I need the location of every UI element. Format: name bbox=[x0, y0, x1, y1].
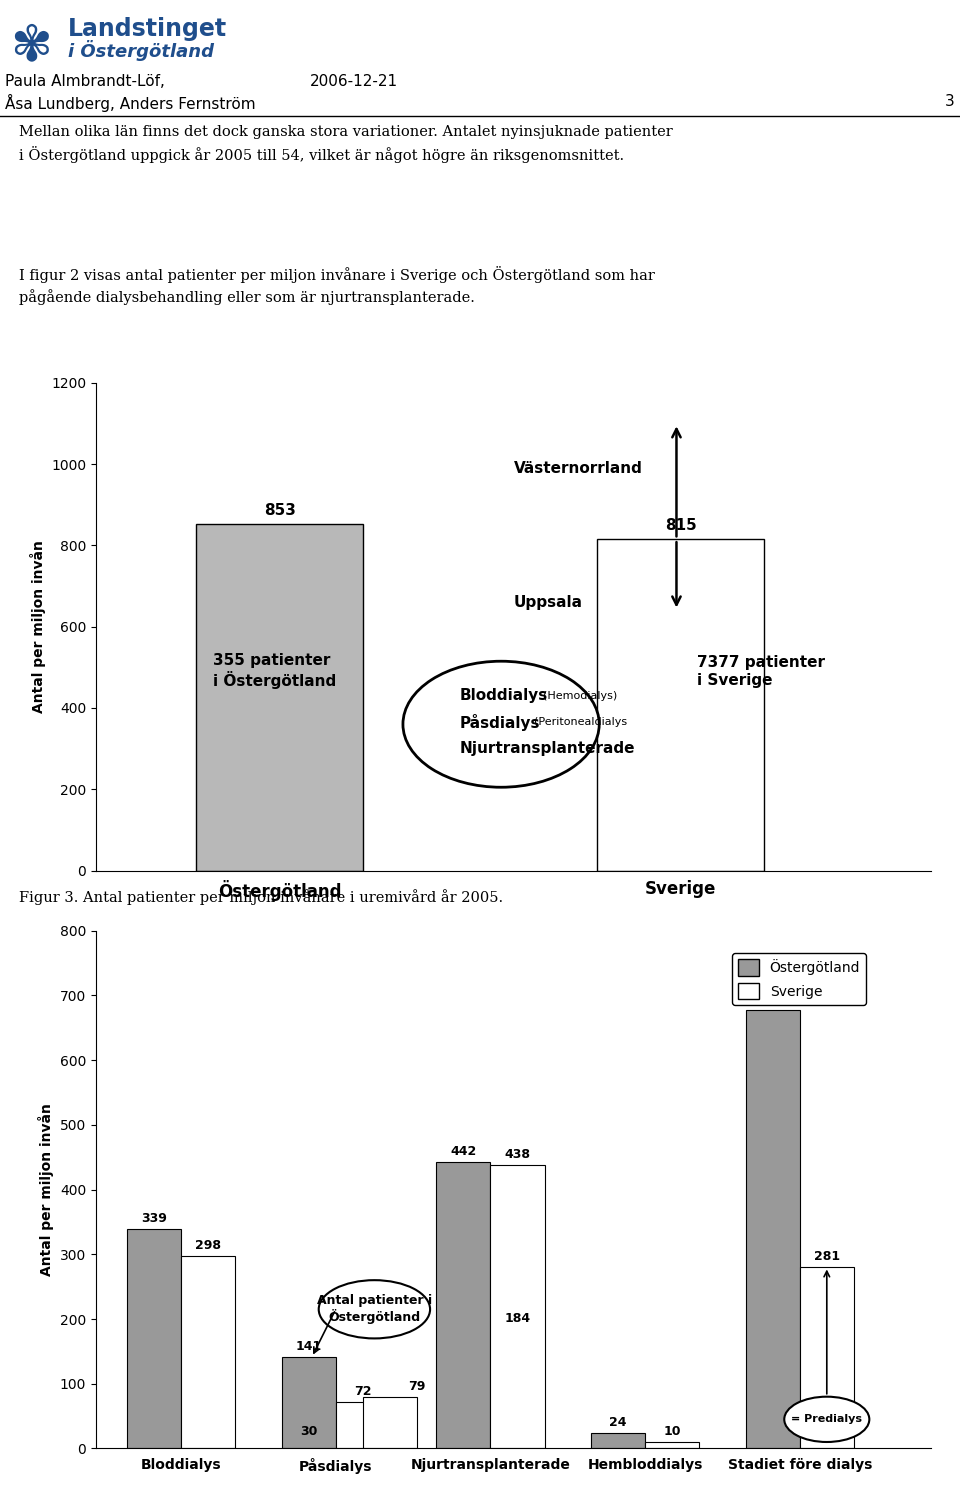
Text: Påsdialys: Påsdialys bbox=[459, 713, 540, 731]
Text: = Predialys: = Predialys bbox=[791, 1414, 862, 1424]
Bar bbox=[181, 1255, 235, 1448]
Text: 438: 438 bbox=[504, 1148, 531, 1162]
Text: Uppsala: Uppsala bbox=[514, 594, 583, 609]
Text: i Östergötland: i Östergötland bbox=[68, 41, 214, 62]
Ellipse shape bbox=[784, 1396, 870, 1442]
Text: 298: 298 bbox=[195, 1238, 221, 1252]
Bar bbox=[800, 1267, 853, 1448]
Text: 10: 10 bbox=[663, 1424, 681, 1438]
Bar bbox=[196, 524, 363, 871]
Text: Åsa Lundberg, Anders Fernström: Åsa Lundberg, Anders Fernström bbox=[5, 95, 255, 113]
Text: (Peritonealdialys: (Peritonealdialys bbox=[535, 717, 628, 726]
Text: Njurtransplanterade: Njurtransplanterade bbox=[459, 741, 635, 757]
Text: 2006-12-21: 2006-12-21 bbox=[310, 75, 398, 90]
Text: Västernorrland: Västernorrland bbox=[514, 461, 642, 476]
Text: Paula Almbrandt-Löf,: Paula Almbrandt-Löf, bbox=[5, 75, 165, 90]
Text: 30: 30 bbox=[300, 1424, 318, 1438]
Bar bbox=[127, 1229, 181, 1448]
Text: 339: 339 bbox=[141, 1213, 167, 1225]
Text: ✾: ✾ bbox=[10, 23, 52, 71]
Ellipse shape bbox=[403, 662, 599, 787]
Bar bbox=[436, 1162, 491, 1448]
Text: 184: 184 bbox=[504, 1312, 531, 1325]
Bar bbox=[363, 1397, 417, 1448]
Text: Bloddialys: Bloddialys bbox=[459, 689, 547, 704]
Bar bbox=[597, 539, 764, 871]
Y-axis label: Antal per miljon invån: Antal per miljon invån bbox=[38, 1103, 55, 1276]
Y-axis label: Antal per miljon invån: Antal per miljon invån bbox=[30, 540, 45, 713]
Bar bbox=[645, 1442, 699, 1448]
Text: 281: 281 bbox=[814, 1250, 840, 1262]
Text: Landstinget: Landstinget bbox=[68, 17, 228, 41]
Text: Antal patienter i
Östergötland: Antal patienter i Östergötland bbox=[317, 1294, 432, 1324]
Text: 3: 3 bbox=[946, 95, 955, 110]
Bar bbox=[491, 1165, 544, 1448]
Text: 7377 patienter
i Sverige: 7377 patienter i Sverige bbox=[697, 654, 826, 687]
Text: 79: 79 bbox=[408, 1381, 425, 1393]
Bar bbox=[281, 1357, 336, 1448]
Text: Mellan olika län finns det dock ganska stora variationer. Antalet nyinsjuknade p: Mellan olika län finns det dock ganska s… bbox=[19, 125, 673, 162]
Text: 355 patienter
i Östergötland: 355 patienter i Östergötland bbox=[213, 653, 336, 689]
Text: 853: 853 bbox=[264, 503, 296, 518]
Text: I figur 2 visas antal patienter per miljon invånare i Sverige och Östergötland s: I figur 2 visas antal patienter per milj… bbox=[19, 266, 655, 305]
Text: 72: 72 bbox=[354, 1385, 372, 1397]
Ellipse shape bbox=[319, 1280, 430, 1339]
Text: Figur 3. Antal patienter per miljon invånare i uremivård år 2005.: Figur 3. Antal patienter per miljon invå… bbox=[19, 889, 503, 905]
Text: 442: 442 bbox=[450, 1145, 476, 1159]
Text: 24: 24 bbox=[610, 1415, 627, 1429]
Text: 677: 677 bbox=[759, 994, 785, 1006]
Text: 141: 141 bbox=[296, 1340, 322, 1354]
Text: 815: 815 bbox=[664, 518, 697, 533]
Text: (Hemodialys): (Hemodialys) bbox=[542, 690, 617, 701]
Bar bbox=[336, 1402, 390, 1448]
Bar bbox=[746, 1010, 800, 1448]
Bar bbox=[591, 1433, 645, 1448]
Legend: Östergötland, Sverige: Östergötland, Sverige bbox=[732, 953, 866, 1006]
